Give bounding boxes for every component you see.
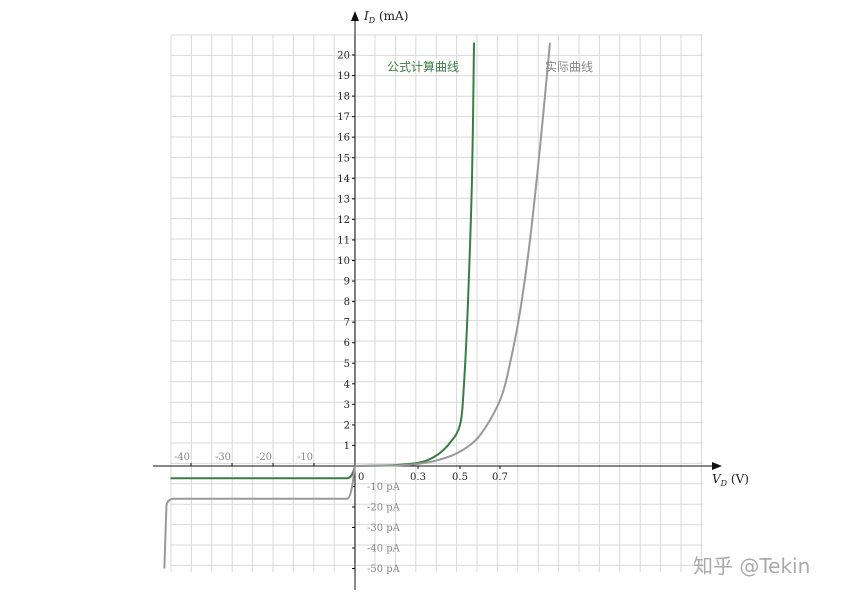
y-tick-label-neg: -40 pA — [367, 544, 401, 555]
y-tick-label: 17 — [337, 112, 350, 123]
y-tick-label: 9 — [344, 277, 350, 288]
y-axis-arrow — [351, 11, 359, 21]
x-tick-label: 0.7 — [492, 472, 508, 483]
x-tick-label-neg: -40 — [174, 452, 190, 463]
x-tick-label: 0.5 — [452, 472, 468, 483]
y-tick-label: 5 — [344, 359, 350, 370]
y-tick-label-neg: -30 pA — [367, 523, 401, 534]
y-tick-label: 3 — [344, 400, 350, 411]
y-tick-label-neg: -50 pA — [367, 564, 401, 575]
x-tick-label-neg: -30 — [215, 452, 231, 463]
legend-formula-curve: 公式计算曲线 — [387, 59, 459, 74]
x-tick-label: 0 — [358, 472, 364, 483]
y-tick-label: 16 — [337, 133, 350, 144]
x-axis-label: VD (V) — [712, 472, 749, 488]
curves — [163, 42, 551, 569]
y-tick-label: 12 — [337, 215, 350, 226]
y-tick-label: 15 — [337, 153, 350, 164]
y-tick-label-neg: -10 pA — [367, 482, 401, 493]
grid — [170, 34, 703, 572]
watermark: 知乎 @Tekin — [693, 554, 810, 578]
x-tick-label-neg: -10 — [297, 452, 313, 463]
x-tick-label-neg: -20 — [256, 452, 272, 463]
y-tick-label: 7 — [344, 318, 350, 329]
y-tick-label: 6 — [344, 338, 350, 349]
y-tick-label: 2 — [344, 420, 350, 431]
actual-forward-line — [354, 42, 551, 467]
actual-reverse-line — [163, 465, 356, 569]
y-tick-label: 1 — [344, 441, 350, 452]
y-tick-label: 20 — [337, 51, 350, 62]
y-axis-label: ID (mA) — [363, 9, 408, 25]
y-tick-label: 14 — [337, 174, 350, 185]
y-tick-label: 18 — [337, 92, 350, 103]
y-tick-label: 13 — [337, 194, 350, 205]
formula-reverse-line — [170, 465, 356, 480]
y-tick-label: 8 — [344, 297, 350, 308]
y-tick-label: 10 — [337, 256, 350, 267]
y-tick-label: 11 — [337, 235, 350, 246]
legend-actual-curve: 实际曲线 — [545, 59, 593, 74]
x-tick-label: 0.3 — [410, 472, 426, 483]
y-tick-label: 4 — [344, 379, 350, 390]
x-axis-arrow — [712, 462, 722, 470]
y-tick-label: 19 — [337, 71, 350, 82]
axes — [153, 11, 722, 590]
y-tick-label-neg: -20 pA — [367, 503, 401, 514]
